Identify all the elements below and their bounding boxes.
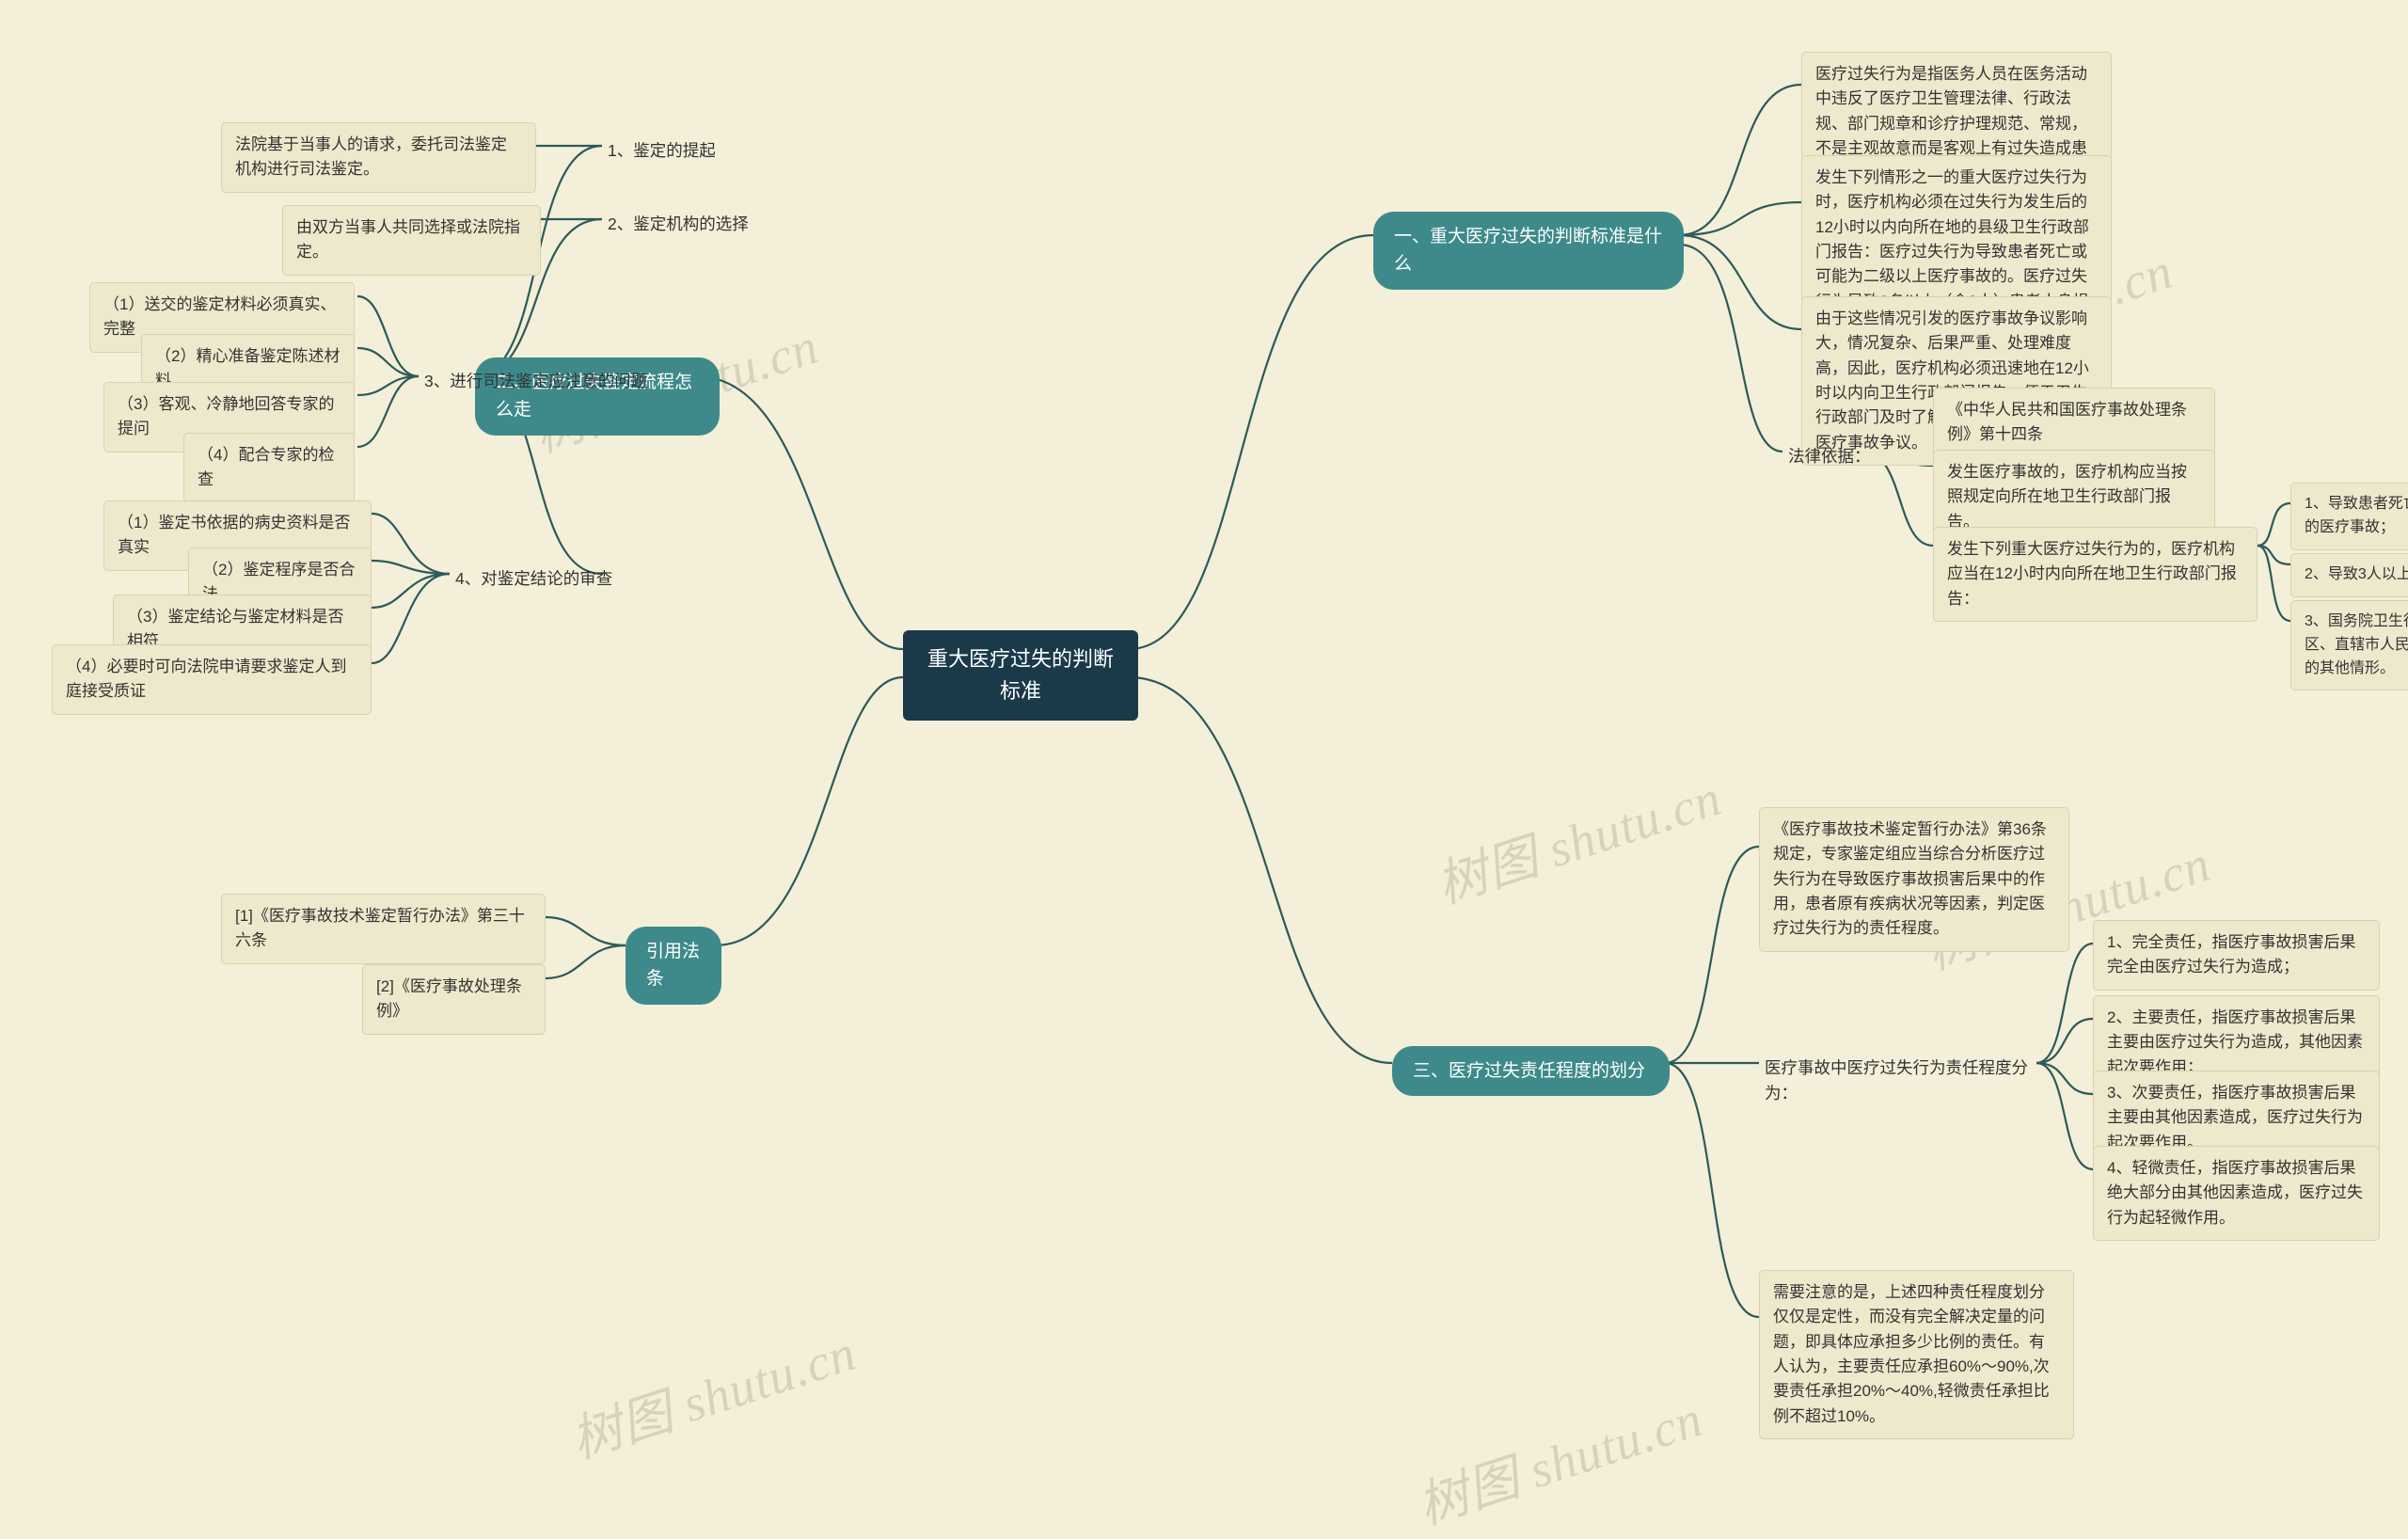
branch-4: 引用法条 [626,927,721,1005]
b3-leaf-1: 《医疗事故技术鉴定暂行办法》第36条规定，专家鉴定组应当综合分析医疗过失行为在导… [1759,807,2069,952]
b2-i2-label: 2、鉴定机构的选择 [602,208,754,241]
b4-leaf-2: [2]《医疗事故处理条例》 [362,964,546,1035]
b1-legal-3-label: 发生下列重大医疗过失行为的，医疗机构应当在12小时内向所在地卫生行政部门报告： [1933,527,2258,622]
b1-legal-3-1: 1、导致患者死亡或者可能为二级以上的医疗事故； [2290,483,2408,550]
b2-i2-leaf: 由双方当事人共同选择或法院指定。 [282,205,541,276]
b3-2-1: 1、完全责任，指医疗事故损害后果完全由医疗过失行为造成； [2093,920,2380,991]
b3-2-4: 4、轻微责任，指医疗事故损害后果绝大部分由其他因素造成，医疗过失行为起轻微作用。 [2093,1146,2380,1241]
b1-legal-1: 《中华人民共和国医疗事故处理条例》第十四条 [1933,388,2215,458]
b1-legal-3-2: 2、导致3人以上人身损害后果； [2290,553,2408,597]
root-node: 重大医疗过失的判断标准 [903,630,1138,721]
b2-i1-leaf: 法院基于当事人的请求，委托司法鉴定机构进行司法鉴定。 [221,122,536,193]
b2-i3-label: 3、进行司法鉴定应注意的问题 [419,365,653,398]
b1-legal-3-3: 3、国务院卫生行政部门和省、自治区、直辖市人民政府卫生行政部门规定的其他情形。 [2290,600,2408,690]
watermark: 树图 shutu.cn [1425,755,1729,917]
b4-leaf-1: [1]《医疗事故技术鉴定暂行办法》第三十六条 [221,894,546,964]
b3-leaf-3: 需要注意的是，上述四种责任程度划分仅仅是定性，而没有完全解决定量的问题，即具体应… [1759,1270,2074,1439]
branch-1: 一、重大医疗过失的判断标准是什么 [1373,212,1684,290]
b2-i4-4: （4）必要时可向法院申请要求鉴定人到庭接受质证 [52,644,372,715]
b2-i4-label: 4、对鉴定结论的审查 [450,563,618,595]
b2-i3-4: （4）配合专家的检查 [183,433,355,503]
watermark: 树图 shutu.cn [1406,1376,1710,1538]
b3-2-label: 医疗事故中医疗过失行为责任程度分为： [1759,1052,2041,1110]
b2-i1-label: 1、鉴定的提起 [602,135,721,167]
branch-3: 三、医疗过失责任程度的划分 [1392,1046,1670,1096]
watermark: 树图 shutu.cn [560,1310,863,1472]
mindmap-canvas: 树图 shutu.cn 树图 shutu.cn 树图 shutu.cn 树图 s… [0,0,2408,1487]
b1-legal-label: 法律依据： [1782,440,1877,473]
